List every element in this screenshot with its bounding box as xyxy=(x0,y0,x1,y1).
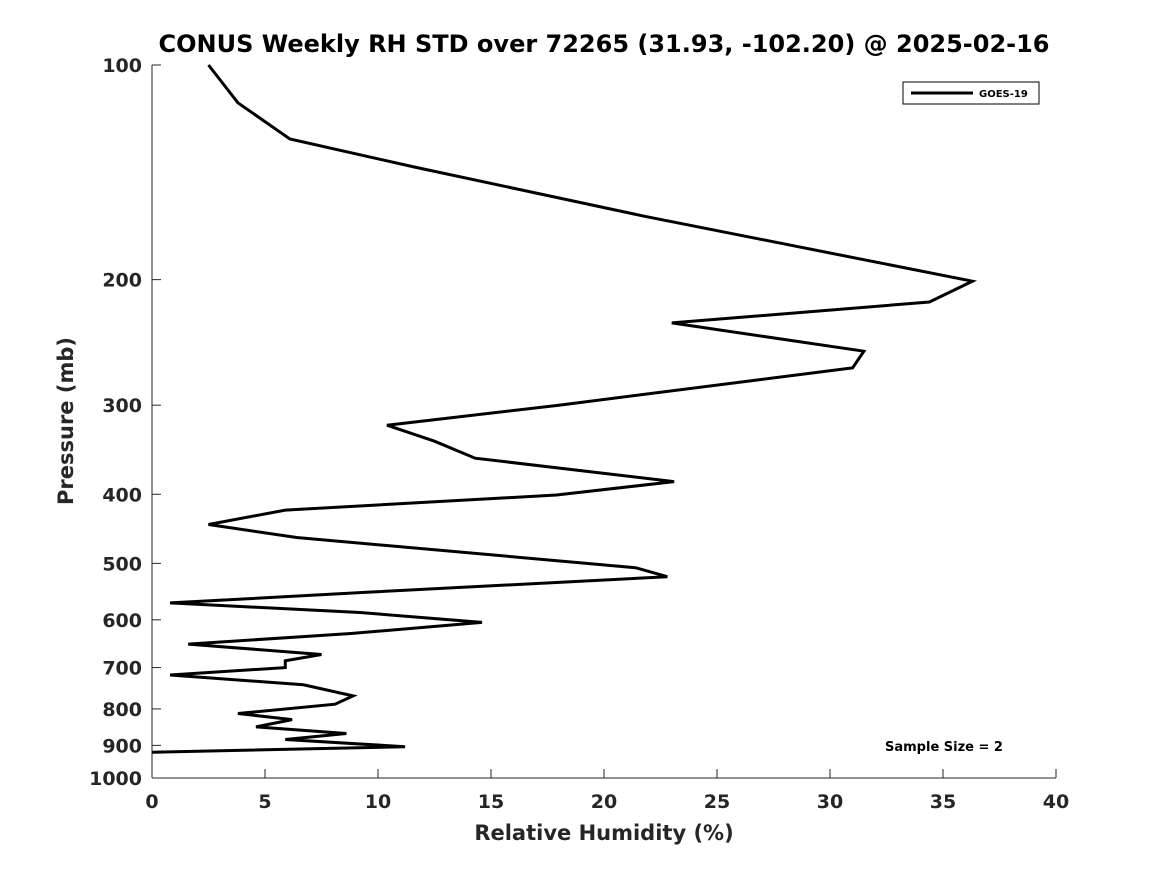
y-tick-label: 1000 xyxy=(89,768,142,790)
x-tick-label: 25 xyxy=(704,791,730,813)
y-tick-label: 900 xyxy=(102,735,142,757)
chart-title: CONUS Weekly RH STD over 72265 (31.93, -… xyxy=(158,30,1049,58)
y-tick-label: 600 xyxy=(102,610,142,632)
y-tick-label: 300 xyxy=(102,395,142,417)
sample-size-annotation: Sample Size = 2 xyxy=(885,740,1003,755)
legend-label-goes-19: GOES-19 xyxy=(979,89,1028,100)
x-tick-label: 0 xyxy=(145,791,158,813)
x-tick-label: 5 xyxy=(258,791,271,813)
series-line-goes-19 xyxy=(151,64,978,754)
x-tick-label: 20 xyxy=(591,791,617,813)
y-tick-label: 200 xyxy=(102,270,142,292)
y-axis-label: Pressure (mb) xyxy=(54,337,78,505)
x-tick-label: 30 xyxy=(817,791,843,813)
y-tick-label: 500 xyxy=(102,553,142,575)
x-tick-label: 10 xyxy=(365,791,391,813)
series-layer xyxy=(151,64,978,754)
y-tick-label: 100 xyxy=(102,55,142,77)
x-tick-label: 15 xyxy=(478,791,504,813)
x-tick-label: 35 xyxy=(930,791,956,813)
legend: GOES-19 xyxy=(902,81,1040,105)
x-tick-label: 40 xyxy=(1043,791,1069,813)
x-axis-label: Relative Humidity (%) xyxy=(474,821,733,845)
y-tick-label: 700 xyxy=(102,658,142,680)
y-tick-label: 400 xyxy=(102,484,142,506)
y-tick-label: 800 xyxy=(102,699,142,721)
y-axis-ticks: 100 200 300 400 500 600 700 800 900 1000 xyxy=(89,55,161,790)
x-axis-ticks: 0 5 10 15 20 25 30 35 40 xyxy=(145,769,1069,813)
plot-axes xyxy=(151,65,1056,779)
